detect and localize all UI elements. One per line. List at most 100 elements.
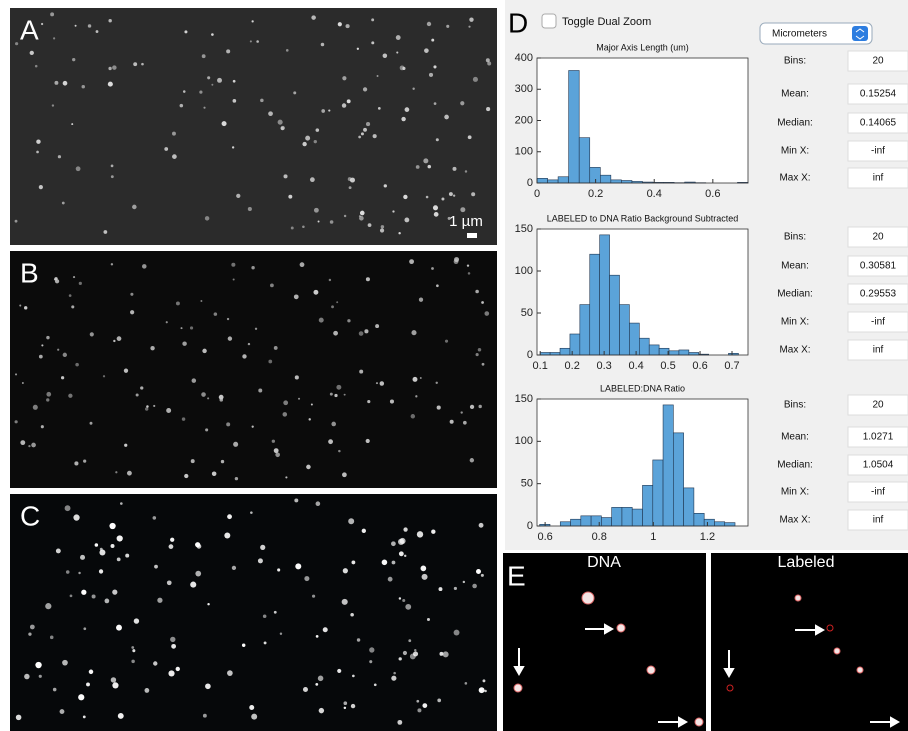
spot bbox=[125, 553, 130, 558]
spot bbox=[14, 219, 18, 223]
spot bbox=[146, 405, 149, 408]
spot bbox=[282, 412, 288, 417]
spot bbox=[391, 560, 396, 565]
spot bbox=[311, 594, 316, 598]
spot bbox=[51, 104, 55, 107]
spot bbox=[438, 587, 443, 592]
stat-field bbox=[847, 255, 908, 277]
spot bbox=[345, 24, 350, 29]
spot bbox=[439, 651, 444, 656]
spot bbox=[152, 516, 157, 520]
spot bbox=[367, 223, 372, 227]
x-tick-label: 0.6 bbox=[537, 531, 552, 543]
panel-label: E bbox=[507, 560, 526, 591]
spot bbox=[133, 618, 140, 624]
spot bbox=[38, 354, 43, 359]
scale-bar-label: 1 µm bbox=[449, 213, 483, 230]
spot bbox=[362, 87, 368, 92]
spot bbox=[342, 76, 347, 81]
spot bbox=[72, 276, 76, 279]
spot bbox=[45, 603, 52, 610]
bar bbox=[629, 322, 640, 356]
stat-value: inf bbox=[873, 173, 884, 184]
spot bbox=[435, 381, 438, 385]
spot bbox=[201, 54, 206, 59]
spot bbox=[112, 682, 119, 689]
dropdown-button[interactable] bbox=[852, 26, 868, 41]
spot bbox=[104, 598, 110, 604]
spot bbox=[472, 76, 478, 82]
stat-value: 20 bbox=[872, 56, 884, 67]
spot bbox=[283, 400, 289, 406]
spot bbox=[130, 292, 134, 296]
spot bbox=[318, 707, 325, 714]
spot bbox=[322, 627, 328, 633]
spot bbox=[351, 560, 356, 565]
spot bbox=[78, 281, 82, 285]
spot bbox=[275, 452, 280, 458]
stat-value: 20 bbox=[872, 400, 884, 411]
spot bbox=[46, 398, 50, 402]
spot bbox=[337, 668, 342, 673]
spot bbox=[437, 698, 442, 703]
spot bbox=[88, 669, 94, 675]
spot bbox=[277, 568, 281, 572]
spot bbox=[331, 421, 337, 427]
stat-field bbox=[847, 394, 908, 416]
spot bbox=[399, 65, 405, 71]
spot bbox=[472, 583, 477, 589]
spot bbox=[405, 603, 412, 610]
stat-label: Mean: bbox=[781, 432, 809, 443]
stat-value: -inf bbox=[871, 487, 885, 498]
spot bbox=[19, 304, 22, 307]
spot bbox=[35, 661, 42, 669]
spot bbox=[419, 377, 422, 379]
bar bbox=[648, 344, 660, 356]
bar bbox=[673, 432, 684, 527]
spot bbox=[68, 294, 72, 297]
spot bbox=[232, 278, 235, 281]
spot bbox=[78, 571, 81, 575]
spot bbox=[71, 305, 75, 309]
bar bbox=[589, 167, 601, 184]
spot bbox=[87, 24, 92, 28]
spot bbox=[398, 232, 401, 235]
y-tick-label: 400 bbox=[515, 52, 533, 64]
stat-field bbox=[847, 112, 908, 134]
spot bbox=[132, 649, 136, 653]
x-tick-label: 0.7 bbox=[724, 360, 739, 372]
spot bbox=[298, 397, 301, 400]
spot bbox=[331, 305, 334, 309]
spot bbox=[302, 686, 308, 692]
spot bbox=[460, 207, 466, 213]
y-tick-label: 0 bbox=[527, 520, 533, 532]
spot bbox=[417, 708, 422, 713]
dropdown[interactable] bbox=[759, 22, 873, 45]
spot bbox=[211, 471, 217, 477]
spot bbox=[46, 335, 50, 340]
spot bbox=[115, 471, 118, 474]
spot bbox=[226, 49, 231, 54]
spot bbox=[371, 41, 375, 45]
spot bbox=[448, 192, 453, 197]
spot bbox=[211, 83, 214, 86]
spot bbox=[144, 688, 150, 693]
checkbox[interactable] bbox=[541, 13, 557, 29]
bar bbox=[621, 507, 633, 527]
spot bbox=[120, 502, 123, 505]
spot bbox=[415, 165, 420, 169]
stat-label: Max X: bbox=[779, 515, 810, 526]
spot bbox=[49, 635, 54, 640]
spot bbox=[251, 713, 258, 720]
spot bbox=[218, 394, 224, 400]
spot bbox=[89, 332, 94, 337]
spot bbox=[153, 661, 158, 666]
spot bbox=[116, 557, 121, 562]
spot bbox=[431, 38, 435, 42]
spot bbox=[433, 102, 437, 105]
spot bbox=[464, 682, 468, 685]
y-tick-label: 100 bbox=[515, 435, 533, 447]
x-tick-label: 0.5 bbox=[660, 360, 675, 372]
bar bbox=[559, 521, 571, 527]
spot bbox=[475, 289, 479, 294]
